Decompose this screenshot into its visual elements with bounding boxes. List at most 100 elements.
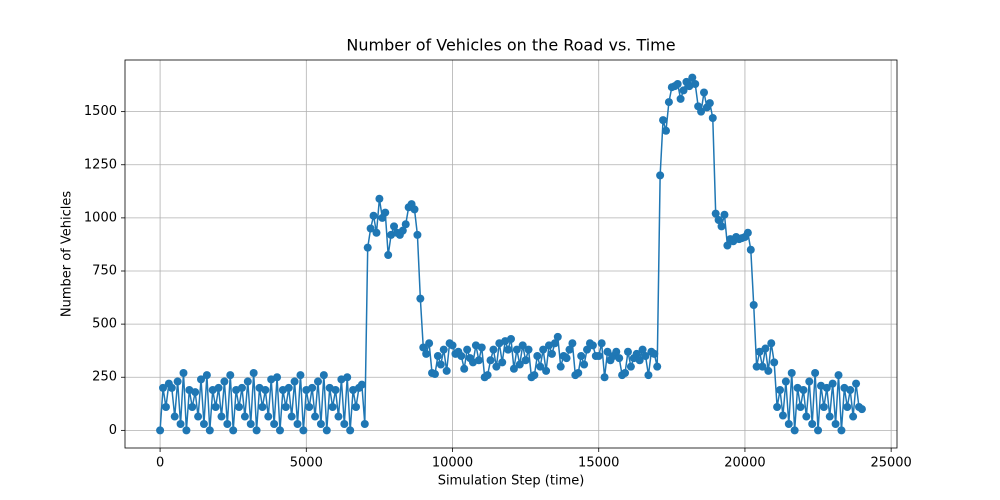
data-point [463,345,472,354]
data-point [299,426,308,435]
data-point [533,351,542,360]
data-point [287,412,296,421]
data-point [597,339,606,348]
data-point [580,360,589,369]
data-point [430,370,439,379]
data-point [433,351,442,360]
data-point [831,419,840,428]
data-point [460,364,469,373]
data-point [600,373,609,382]
data-point [659,116,668,125]
data-point [229,426,238,435]
data-point [749,300,758,309]
data-point [650,349,659,358]
data-point [825,412,834,421]
data-point [261,385,270,394]
data-point [632,349,641,358]
data-point [489,345,498,354]
data-point [720,210,729,219]
data-point [852,379,861,388]
data-point [281,402,290,411]
data-point [258,402,267,411]
data-point [243,377,252,386]
data-point [173,377,182,386]
data-point [419,343,428,352]
data-point [422,349,431,358]
y-axis-label: Number of Vehicles [60,191,75,318]
data-point [504,345,513,354]
data-point [410,205,419,214]
data-point [849,412,858,421]
data-point [352,402,361,411]
data-point [708,114,717,123]
y-tick-label: 0 [109,423,117,438]
data-point [498,358,507,367]
data-point [553,332,562,341]
data-point [182,426,191,435]
data-point [612,347,621,356]
data-point [290,377,299,386]
data-point [217,412,226,421]
data-point [568,339,577,348]
data-point [360,419,369,428]
data-point [644,371,653,380]
data-point [293,419,302,428]
data-point [761,344,770,353]
data-point [235,402,244,411]
data-point [767,339,776,348]
y-tick-label: 250 [92,370,117,385]
data-point [191,388,200,397]
data-point [778,411,787,420]
chart-title: Number of Vehicles on the Road vs. Time [346,36,675,55]
data-point [638,345,647,354]
data-point [363,243,372,252]
data-point [846,385,855,394]
data-point [641,351,650,360]
data-point [626,362,635,371]
data-point [334,412,343,421]
data-point [819,402,828,411]
data-point [457,351,466,360]
data-point [542,366,551,375]
data-point [512,345,521,354]
data-point [661,126,670,135]
data-point [577,351,586,360]
data-point [594,351,603,360]
data-point [322,426,331,435]
data-point [331,385,340,394]
data-point [752,362,761,371]
data-point [202,371,211,380]
data-point [691,80,700,89]
data-point [755,347,764,356]
data-point [746,245,755,254]
data-point [483,371,492,380]
data-point [857,405,866,414]
data-point [784,419,793,428]
data-point [328,402,337,411]
y-tick-label: 1500 [84,104,117,119]
data-point [179,368,188,377]
data-point [705,99,714,108]
data-point [381,208,390,217]
data-point [711,209,720,218]
data-point [296,371,305,380]
data-point [264,412,273,421]
data-point [343,373,352,382]
data-point [843,402,852,411]
data-point [536,362,545,371]
data-point [507,334,515,343]
data-point [270,419,279,428]
data-point [776,385,785,394]
x-tick-label: 0 [156,456,164,471]
data-point [398,226,407,235]
data-point [796,402,805,411]
data-point [205,426,214,435]
data-point [524,345,533,354]
data-point [199,419,208,428]
data-point [425,339,434,348]
data-point [314,377,322,386]
data-point [308,383,317,392]
data-point [211,402,220,411]
